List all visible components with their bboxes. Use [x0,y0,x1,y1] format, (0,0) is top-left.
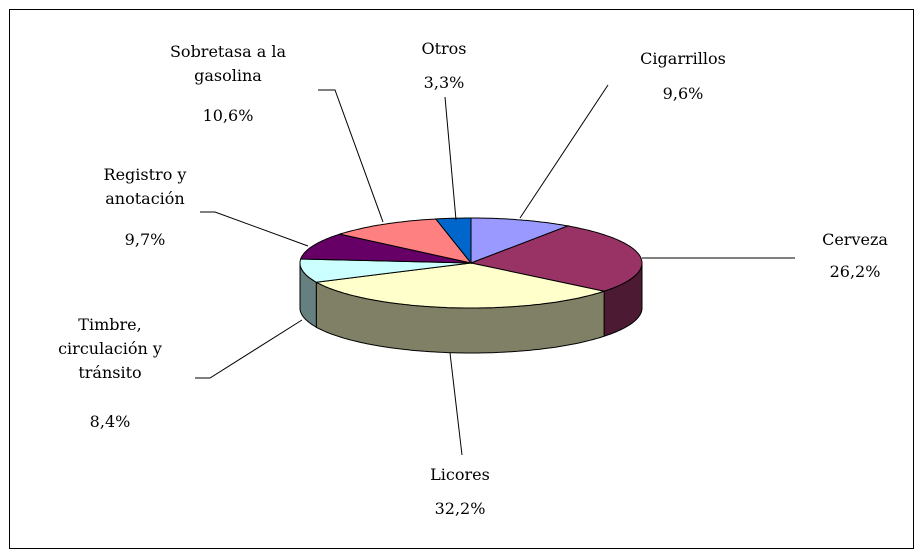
leader-line [444,96,457,221]
category-label: Cigarrillos [640,49,726,68]
leader-line [519,84,609,219]
leader-line [449,352,463,456]
slice [299,233,472,264]
value-label: 9,6% [662,84,704,103]
category-label: Otros [421,39,467,58]
category-label: Cerveza [822,230,888,249]
category-label: Registro y anotación [103,165,187,208]
slice [299,258,472,283]
value-label: 26,2% [829,262,881,281]
value-label: 8,4% [89,412,131,431]
slice [314,262,607,309]
slice [469,225,643,292]
category-label: Timbre, circulación y tránsito [58,315,162,382]
value-label: 32,2% [434,499,486,518]
value-label: 10,6% [202,106,254,125]
leader-line [195,319,303,379]
category-label: Sobretasa a la gasolina [169,42,287,85]
category-label: Licores [430,465,490,484]
slice [434,217,472,265]
slice [470,217,570,264]
leader-line [200,211,309,247]
slice [337,218,473,264]
value-label: 9,7% [124,230,166,249]
value-label: 3,3% [423,73,465,92]
leader-line [318,89,384,223]
